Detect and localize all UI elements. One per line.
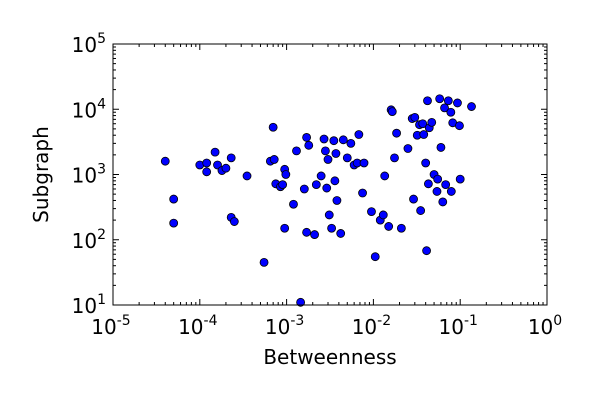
data-point — [278, 180, 288, 190]
data-point — [392, 128, 401, 138]
data-point — [292, 146, 301, 156]
data-point — [410, 113, 420, 122]
data-point — [455, 174, 465, 184]
data-point — [202, 158, 212, 168]
data-point — [259, 257, 269, 267]
x-tick-label: 10-3 — [265, 313, 304, 339]
data-point — [419, 130, 429, 139]
x-tick-label: 10-1 — [438, 313, 477, 339]
data-point — [370, 252, 380, 262]
data-point — [210, 147, 220, 157]
y-axis-label: Subgraph — [29, 126, 53, 223]
data-point — [354, 130, 364, 139]
x-tick-label: 10-5 — [91, 313, 130, 339]
data-point — [330, 176, 340, 186]
data-point — [421, 158, 431, 168]
data-point — [331, 149, 341, 158]
data-point — [323, 155, 333, 164]
points-layer — [160, 94, 476, 307]
data-point — [319, 134, 329, 144]
data-point — [281, 170, 291, 179]
data-point — [226, 153, 236, 163]
data-point — [169, 218, 179, 228]
data-point — [221, 163, 231, 173]
data-point — [446, 187, 456, 196]
data-point — [380, 171, 390, 181]
data-point — [440, 103, 449, 113]
data-point — [296, 297, 306, 307]
data-point — [280, 223, 290, 233]
data-point — [367, 207, 376, 217]
x-tick-label: 100 — [528, 313, 562, 339]
data-point — [329, 136, 339, 146]
y-tick-labels: 101 102 103 104 105 — [72, 31, 106, 318]
data-point — [390, 153, 399, 163]
data-point — [423, 179, 433, 189]
data-point — [302, 227, 312, 237]
data-point — [433, 174, 443, 184]
data-point — [332, 196, 342, 205]
data-point — [268, 122, 278, 132]
data-point — [338, 135, 348, 145]
data-point — [160, 156, 170, 166]
axis-ticks — [112, 43, 548, 306]
data-point — [302, 133, 312, 142]
data-point — [304, 140, 314, 150]
data-point — [359, 158, 369, 168]
data-point — [441, 180, 451, 190]
data-point — [455, 121, 464, 131]
data-point — [358, 188, 367, 198]
data-point — [342, 153, 352, 163]
data-point — [443, 96, 453, 106]
data-point — [446, 107, 456, 117]
x-tick-label: 10-2 — [352, 313, 391, 339]
y-tick-label: 102 — [72, 227, 106, 253]
data-point — [322, 183, 332, 193]
y-tick-label: 105 — [72, 31, 106, 57]
data-point — [453, 98, 462, 108]
data-point — [387, 107, 397, 117]
data-point — [269, 155, 279, 164]
y-tick-label: 104 — [72, 96, 106, 122]
data-point — [311, 180, 321, 190]
data-point — [384, 222, 394, 231]
x-tick-labels: 10-5 10-4 10-3 10-2 10-1 100 — [91, 313, 562, 339]
data-point — [396, 223, 406, 233]
data-point — [316, 171, 326, 181]
x-axis-label: Betweenness — [263, 345, 396, 369]
data-point — [427, 117, 437, 127]
plot-area-frame — [112, 43, 548, 306]
data-point — [299, 184, 309, 194]
data-point — [422, 246, 431, 256]
data-point — [327, 223, 337, 233]
data-point — [310, 230, 319, 239]
data-point — [423, 96, 432, 106]
data-point — [324, 210, 334, 220]
data-point — [202, 167, 212, 177]
data-point — [346, 138, 356, 148]
data-point — [438, 197, 448, 207]
data-point — [436, 143, 446, 152]
data-point — [336, 229, 346, 238]
data-point — [418, 119, 428, 129]
y-tick-label: 103 — [72, 162, 106, 188]
data-point — [169, 194, 179, 204]
data-point — [378, 210, 388, 220]
data-point — [432, 187, 442, 196]
y-tick-label: 101 — [72, 292, 106, 318]
data-point — [242, 171, 252, 181]
data-point — [416, 206, 426, 215]
x-tick-label: 10-4 — [178, 313, 218, 339]
data-point — [321, 146, 330, 156]
data-point — [403, 144, 413, 153]
data-point — [467, 102, 476, 111]
data-point — [409, 194, 418, 204]
data-point — [229, 217, 239, 226]
data-point — [435, 94, 445, 104]
data-point — [289, 199, 298, 209]
